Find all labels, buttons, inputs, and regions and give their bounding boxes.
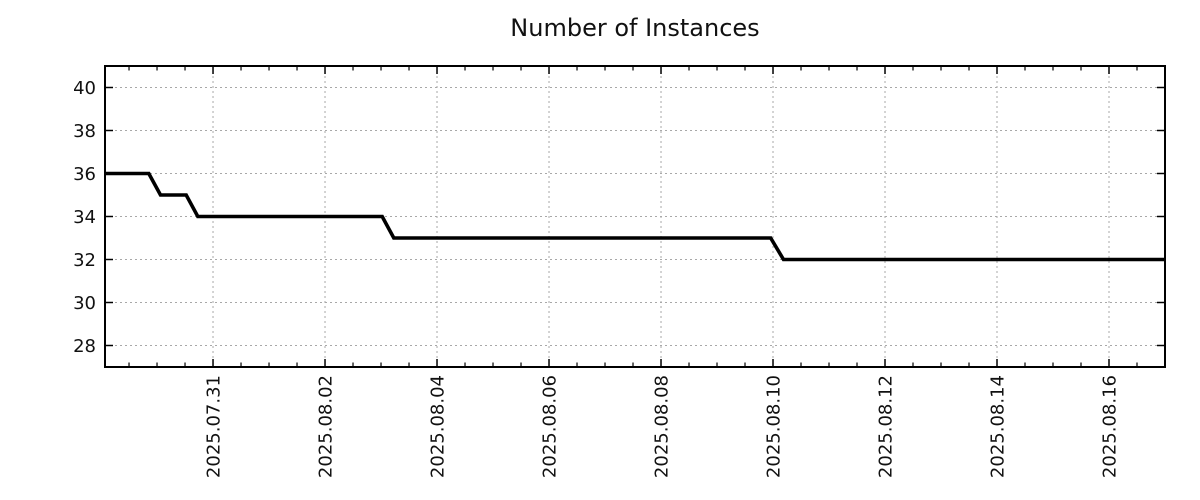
y-tick-label: 34: [73, 207, 96, 228]
instances-line: [105, 171, 1165, 262]
plot-border: [104, 65, 1166, 368]
y-tick-label: 40: [73, 78, 96, 99]
y-tick-label: 28: [73, 336, 96, 357]
y-tick-label: 36: [73, 164, 96, 185]
chart-title: Number of Instances: [510, 14, 760, 42]
y-tick-label: 30: [73, 293, 96, 314]
x-tick-label: 2025.08.10: [763, 375, 784, 478]
x-tick-label: 2025.08.02: [315, 375, 336, 478]
x-tick-label: 2025.08.14: [987, 375, 1008, 478]
x-tick-label: 2025.08.12: [875, 375, 896, 478]
x-tick-label: 2025.08.08: [651, 375, 672, 478]
y-tick-label: 32: [73, 250, 96, 271]
y-tick-label: 38: [73, 121, 96, 142]
x-tick-label: 2025.07.31: [203, 375, 224, 478]
x-tick-label: 2025.08.04: [427, 375, 448, 478]
x-tick-label: 2025.08.16: [1099, 375, 1120, 478]
x-tick-label: 2025.08.06: [539, 375, 560, 478]
